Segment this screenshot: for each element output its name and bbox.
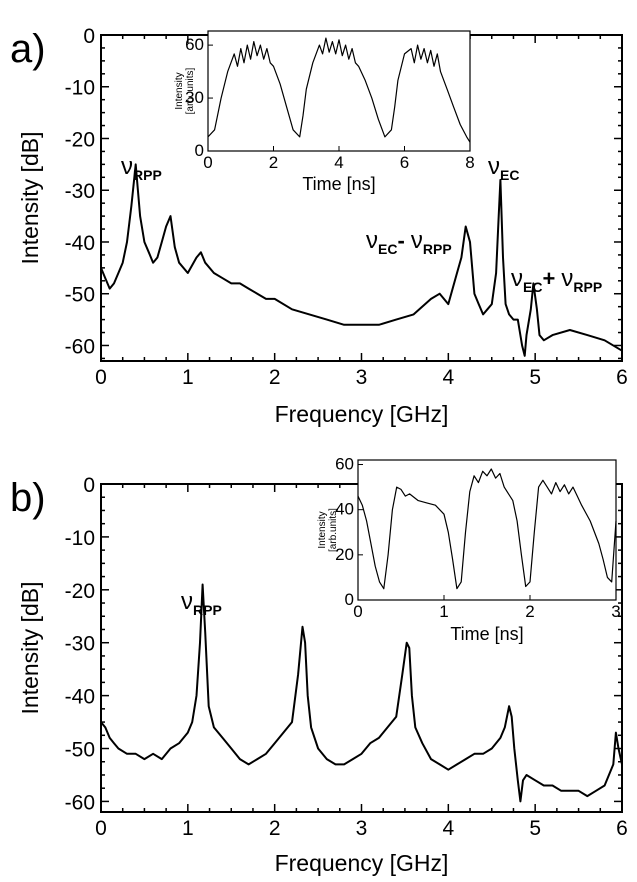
x-tick-label: 3 <box>356 817 368 840</box>
inset-frame <box>357 459 617 601</box>
y-tick-label: -30 <box>65 633 95 656</box>
inset-y-tick-label: 60 <box>185 35 204 54</box>
inset-x-tick-label: 1 <box>439 602 448 621</box>
inset-x-tick-label: 0 <box>353 602 362 621</box>
inset-x-tick-label: 4 <box>334 153 343 172</box>
spectrum-line <box>100 163 623 357</box>
x-tick-label: 5 <box>529 366 541 389</box>
inset-y-axis-label: Intensity <box>174 72 185 109</box>
inset-y-axis-label: Intensity <box>317 511 328 548</box>
y-axis-label: Intensity [dB] <box>17 582 43 715</box>
inset-trace-line <box>207 37 471 143</box>
panel-label: b) <box>10 476 46 520</box>
inset-y-tick-label: 40 <box>335 500 354 519</box>
y-tick-label: 0 <box>83 474 95 497</box>
panel-label: a) <box>10 27 46 71</box>
spectrum-line <box>100 583 623 803</box>
y-axis-label: Intensity [dB] <box>17 132 43 265</box>
inset-y-tick-label: 0 <box>345 590 354 609</box>
inset-y-tick-label: 60 <box>335 455 354 474</box>
x-tick-label: 2 <box>269 366 281 389</box>
y-tick-label: -10 <box>65 527 95 550</box>
inset-frame <box>207 30 471 152</box>
y-tick-label: -40 <box>65 232 95 255</box>
y-tick-label: -30 <box>65 180 95 203</box>
inset-y-tick-label: 0 <box>195 141 204 160</box>
annotation-2: νEC- νRPP <box>366 227 452 257</box>
y-tick-label: -40 <box>65 686 95 709</box>
x-tick-label: 6 <box>616 366 628 389</box>
y-tick-label: -10 <box>65 77 95 100</box>
inset: 0 2 4 6 8 0 30 60 Time [ns] Intensity [arb. units] <box>174 30 475 194</box>
inset-y-axis-unit: [arb. units] <box>185 67 196 114</box>
inset-x-axis-label: Time [ns] <box>302 174 375 194</box>
y-tick-label: 0 <box>83 25 95 48</box>
x-tick-label: 2 <box>269 817 281 840</box>
inset-x-axis-label: Time [ns] <box>450 624 523 644</box>
x-tick-label: 0 <box>95 366 107 389</box>
y-tick-label: -50 <box>65 284 95 307</box>
x-axis-label: Frequency [GHz] <box>275 850 449 876</box>
x-tick-label: 3 <box>356 366 368 389</box>
inset-x-tick-label: 2 <box>269 153 278 172</box>
y-tick-label: -60 <box>65 791 95 814</box>
x-tick-label: 1 <box>182 817 194 840</box>
x-tick-label: 4 <box>442 817 454 840</box>
x-tick-label: 5 <box>529 817 541 840</box>
inset-y-axis-unit: [arb.units] <box>328 508 339 552</box>
x-tick-label: 1 <box>182 366 194 389</box>
x-tick-label: 0 <box>95 817 107 840</box>
annotation-0: νRPP <box>181 588 222 618</box>
y-tick-label: -60 <box>65 335 95 358</box>
inset-x-tick-label: 8 <box>465 153 474 172</box>
annotation-1: νEC <box>488 153 519 183</box>
y-tick-label: -50 <box>65 739 95 762</box>
inset-trace-line <box>357 468 617 590</box>
inset-y-tick-label: 30 <box>185 88 204 107</box>
y-tick-label: -20 <box>65 128 95 151</box>
x-tick-label: 4 <box>442 366 454 389</box>
inset: 0 1 2 3 0 20 40 60 Time [ns] Intensity [arb.units] <box>317 455 621 644</box>
inset-x-tick-label: 6 <box>400 153 409 172</box>
inset-x-tick-label: 2 <box>525 602 534 621</box>
x-axis-label: Frequency [GHz] <box>275 401 449 427</box>
inset-x-tick-label: 0 <box>203 153 212 172</box>
inset-y-tick-label: 20 <box>335 545 354 564</box>
y-tick-label: -20 <box>65 580 95 603</box>
inset-x-tick-label: 3 <box>611 602 620 621</box>
annotation-3: νEC+ νRPP <box>511 265 602 295</box>
x-tick-label: 6 <box>616 817 628 840</box>
annotation-0: νRPP <box>121 153 162 183</box>
